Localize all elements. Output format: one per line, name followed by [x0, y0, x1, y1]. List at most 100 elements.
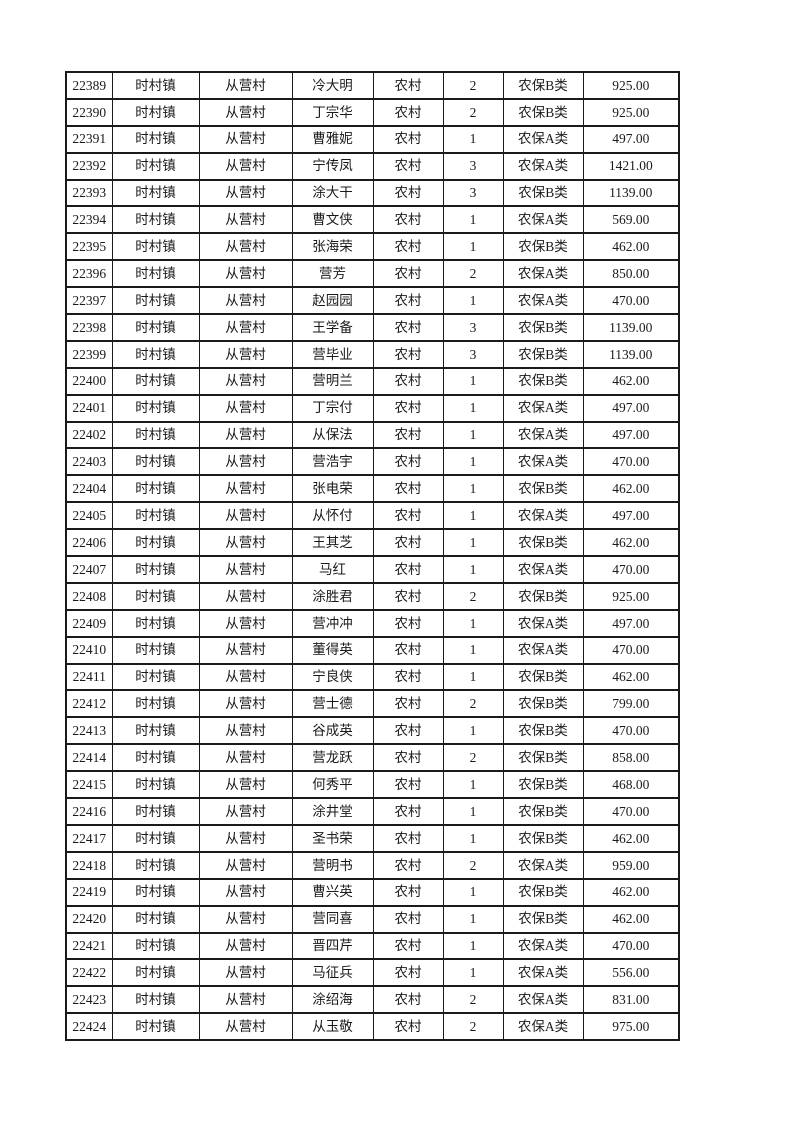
table-row: 22400 时村镇 从营村 营明兰 农村 1 农保B类 462.00	[65, 366, 680, 396]
table-cell: 22403	[65, 447, 113, 477]
table-cell: 农村	[372, 662, 444, 692]
table-cell: 营士德	[291, 689, 374, 719]
table-cell: 农村	[372, 528, 444, 558]
table-body: 22389 时村镇 从营村 冷大明 农村 2 农保B类 925.00 22390 时村镇 从营村 丁宗…	[65, 71, 680, 1042]
table-cell: 22410	[65, 635, 113, 665]
table-cell: 1139.00	[582, 178, 680, 208]
table-cell: 从营村	[198, 581, 293, 611]
table-cell: 时村镇	[111, 770, 200, 800]
table-cell: 时村镇	[111, 313, 200, 342]
table-cell: 1	[442, 393, 504, 423]
table-cell: 470.00	[582, 555, 680, 584]
table-row: 22419 时村镇 从营村 曹兴英 农村 1 农保B类 462.00	[65, 877, 680, 907]
table-cell: 1	[442, 232, 504, 262]
table-cell: 22412	[65, 689, 113, 719]
table-cell: 从营村	[198, 689, 293, 719]
table-cell: 时村镇	[111, 366, 200, 396]
table-cell: 497.00	[582, 124, 680, 154]
table-cell: 营芳	[291, 259, 374, 289]
table-row: 22397 时村镇 从营村 赵园园 农村 1 农保A类 470.00	[65, 286, 680, 316]
table-cell: 22396	[65, 259, 113, 289]
table-cell: 1	[442, 635, 504, 665]
table-cell: 从营村	[198, 313, 293, 342]
table-cell: 22402	[65, 420, 113, 450]
table-cell: 农保A类	[502, 286, 584, 316]
table-cell: 农村	[372, 958, 444, 988]
table-cell: 22398	[65, 313, 113, 342]
table-cell: 农保A类	[502, 259, 584, 289]
table-cell: 925.00	[582, 97, 680, 127]
table-cell: 从营村	[198, 555, 293, 584]
table-cell: 何秀平	[291, 770, 374, 800]
table-cell: 22414	[65, 743, 113, 773]
table-cell: 时村镇	[111, 286, 200, 316]
table-cell: 农村	[372, 850, 444, 880]
table-cell: 2	[442, 689, 504, 719]
table-cell: 农保A类	[502, 205, 584, 235]
table-cell: 时村镇	[111, 931, 200, 961]
table-cell: 1	[442, 770, 504, 800]
table-cell: 时村镇	[111, 850, 200, 880]
table-row: 22413 时村镇 从营村 谷成英 农村 1 农保B类 470.00	[65, 716, 680, 746]
table-cell: 农保B类	[502, 71, 584, 100]
table-cell: 时村镇	[111, 501, 200, 531]
table-cell: 王学备	[291, 313, 374, 342]
table-cell: 时村镇	[111, 339, 200, 369]
table-cell: 1	[442, 286, 504, 316]
table-cell: 从营村	[198, 259, 293, 289]
table-cell: 农村	[372, 823, 444, 853]
table-cell: 975.00	[582, 1012, 680, 1042]
table-cell: 1	[442, 366, 504, 396]
table-cell: 22409	[65, 608, 113, 638]
table-cell: 农村	[372, 71, 444, 100]
table-cell: 农保B类	[502, 877, 584, 907]
table-cell: 2	[442, 71, 504, 100]
table-cell: 850.00	[582, 259, 680, 289]
table-cell: 1	[442, 501, 504, 531]
table-cell: 农村	[372, 931, 444, 961]
table-cell: 22400	[65, 366, 113, 396]
table-cell: 时村镇	[111, 608, 200, 638]
table-cell: 时村镇	[111, 232, 200, 262]
table-cell: 497.00	[582, 420, 680, 450]
table-cell: 22404	[65, 474, 113, 504]
table-cell: 1	[442, 205, 504, 235]
table-cell: 从营村	[198, 447, 293, 477]
table-row: 22392 时村镇 从营村 宁传凤 农村 3 农保A类 1421.00	[65, 151, 680, 181]
table-cell: 时村镇	[111, 581, 200, 611]
table-cell: 470.00	[582, 286, 680, 316]
table-cell: 营明书	[291, 850, 374, 880]
table-cell: 农村	[372, 474, 444, 504]
table-cell: 从营村	[198, 904, 293, 934]
table-row: 22418 时村镇 从营村 营明书 农村 2 农保A类 959.00	[65, 850, 680, 880]
table-cell: 涂大干	[291, 178, 374, 208]
table-cell: 470.00	[582, 797, 680, 826]
table-cell: 22407	[65, 555, 113, 584]
table-cell: 时村镇	[111, 797, 200, 826]
table-row: 22421 时村镇 从营村 晋四芹 农村 1 农保A类 470.00	[65, 931, 680, 961]
table-cell: 马红	[291, 555, 374, 584]
table-cell: 农村	[372, 447, 444, 477]
table-cell: 农保A类	[502, 985, 584, 1015]
table-cell: 22421	[65, 931, 113, 961]
table-cell: 农村	[372, 555, 444, 584]
table-cell: 1	[442, 797, 504, 826]
table-cell: 462.00	[582, 823, 680, 853]
table-cell: 时村镇	[111, 393, 200, 423]
table-cell: 2	[442, 259, 504, 289]
table-cell: 1	[442, 474, 504, 504]
table-row: 22414 时村镇 从营村 营龙跃 农村 2 农保B类 858.00	[65, 743, 680, 773]
table-cell: 1139.00	[582, 313, 680, 342]
table-cell: 农保A类	[502, 124, 584, 154]
table-cell: 22415	[65, 770, 113, 800]
table-row: 22396 时村镇 从营村 营芳 农村 2 农保A类 850.00	[65, 259, 680, 289]
table-cell: 农保A类	[502, 151, 584, 181]
table-cell: 858.00	[582, 743, 680, 773]
table-row: 22393 时村镇 从营村 涂大干 农村 3 农保B类 1139.00	[65, 178, 680, 208]
table-cell: 从营村	[198, 1012, 293, 1042]
table-row: 22406 时村镇 从营村 王其芝 农村 1 农保B类 462.00	[65, 528, 680, 558]
table-cell: 从营村	[198, 931, 293, 961]
table-cell: 时村镇	[111, 71, 200, 100]
table-cell: 925.00	[582, 581, 680, 611]
table-cell: 宁良侠	[291, 662, 374, 692]
